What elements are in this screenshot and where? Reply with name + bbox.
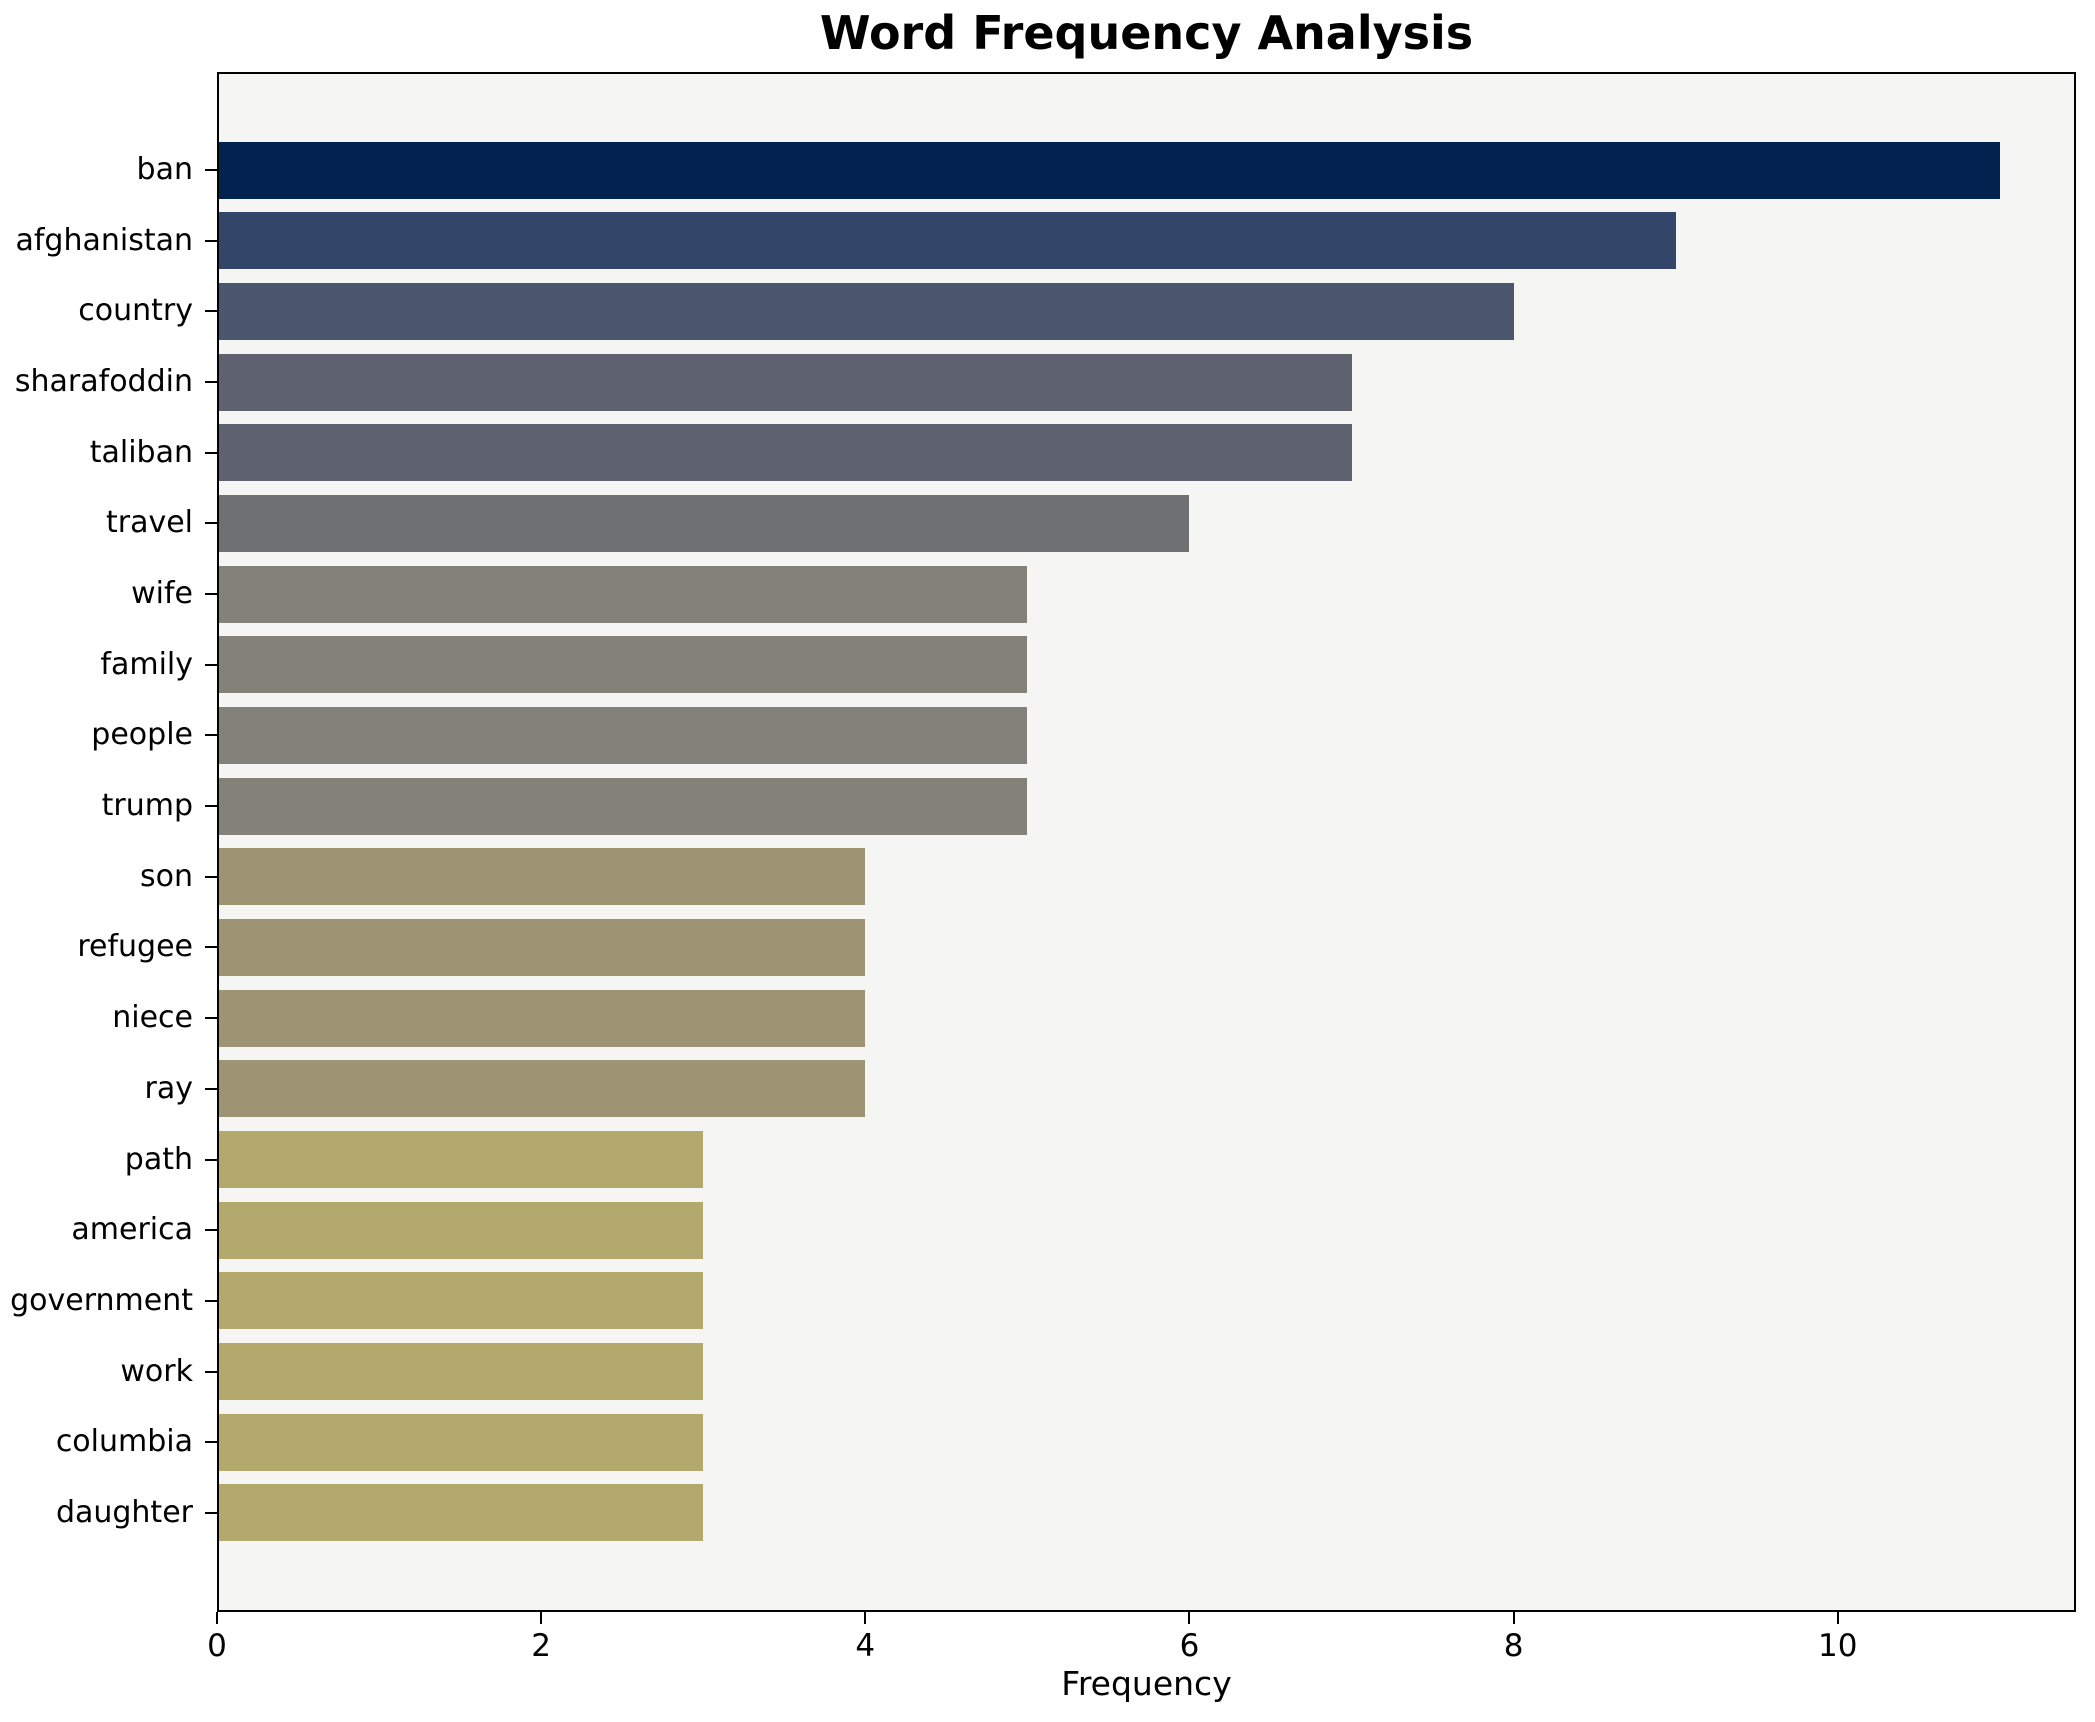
bar-wife [217, 565, 1028, 623]
y-tick-mark [205, 381, 217, 384]
y-tick-label: taliban [89, 434, 193, 470]
bar-taliban [217, 424, 1352, 482]
x-tick-mark [1836, 1612, 1839, 1624]
y-tick-label: sharafoddin [14, 364, 193, 400]
x-tick-label: 0 [207, 1628, 227, 1664]
y-tick-label: wife [131, 576, 193, 612]
bar-country [217, 282, 1514, 340]
y-tick-mark [205, 805, 217, 808]
x-tick-mark [216, 1612, 218, 1624]
bar-travel [217, 494, 1190, 552]
x-tick-label: 6 [1179, 1628, 1200, 1664]
y-tick-mark [205, 875, 217, 878]
bar-path [217, 1131, 704, 1189]
y-tick-label: trump [101, 788, 193, 824]
y-tick-label: refugee [77, 929, 193, 965]
bar-sharafoddin [217, 353, 1352, 411]
y-tick-label: travel [105, 505, 193, 541]
y-tick-mark [205, 734, 217, 737]
y-tick-mark [205, 1158, 217, 1161]
bar-daughter [217, 1484, 704, 1542]
x-tick-mark [540, 1612, 543, 1624]
x-tick-mark [1188, 1612, 1191, 1624]
bar-son [217, 848, 866, 906]
bar-niece [217, 989, 866, 1047]
y-tick-label: ban [136, 152, 193, 187]
y-tick-label: daughter [55, 1494, 193, 1530]
bar-america [217, 1201, 704, 1259]
bar-ray [217, 1060, 866, 1118]
bar-people [217, 706, 1028, 764]
y-tick-mark [205, 310, 217, 313]
y-tick-mark [205, 946, 217, 949]
y-tick-mark [205, 451, 217, 454]
y-tick-mark [205, 1087, 217, 1090]
y-tick-mark [205, 239, 217, 242]
y-tick-label: son [140, 858, 193, 894]
bar-afghanistan [217, 212, 1676, 270]
y-tick-mark [205, 1229, 217, 1232]
y-tick-mark [205, 1511, 217, 1514]
y-tick-mark [205, 1299, 217, 1302]
y-tick-label: columbia [55, 1424, 193, 1460]
bar-government [217, 1272, 704, 1330]
x-tick-label: 4 [855, 1628, 876, 1664]
y-tick-mark [205, 522, 217, 525]
y-tick-label: ray [144, 1070, 193, 1106]
bar-refugee [217, 918, 866, 976]
y-tick-label: government [10, 1282, 193, 1318]
x-tick-label: 10 [1818, 1628, 1858, 1664]
x-tick-mark [1512, 1612, 1515, 1624]
y-tick-label: path [124, 1141, 193, 1177]
y-tick-mark [205, 593, 217, 596]
chart-title: Word Frequency Analysis [819, 6, 1474, 60]
bar-family [217, 636, 1028, 694]
y-tick-label: people [91, 717, 193, 753]
x-axis-label: Frequency [1061, 1664, 1232, 1703]
bar-ban [217, 141, 2000, 199]
x-tick-label: 2 [531, 1628, 552, 1664]
y-tick-label: niece [112, 1000, 193, 1036]
bar-work [217, 1343, 704, 1401]
y-tick-mark [205, 1441, 217, 1444]
y-tick-label: family [100, 646, 193, 682]
y-tick-label: work [120, 1353, 193, 1389]
y-tick-label: america [71, 1212, 193, 1248]
y-tick-label: afghanistan [15, 222, 193, 258]
bar-trump [217, 777, 1028, 835]
y-tick-mark [205, 169, 217, 171]
x-tick-mark [864, 1612, 867, 1624]
x-tick-label: 8 [1503, 1628, 1524, 1664]
y-tick-mark [205, 663, 217, 666]
y-tick-mark [205, 1017, 217, 1020]
bar-columbia [217, 1413, 704, 1471]
y-tick-label: country [78, 293, 193, 329]
y-tick-mark [205, 1370, 217, 1373]
